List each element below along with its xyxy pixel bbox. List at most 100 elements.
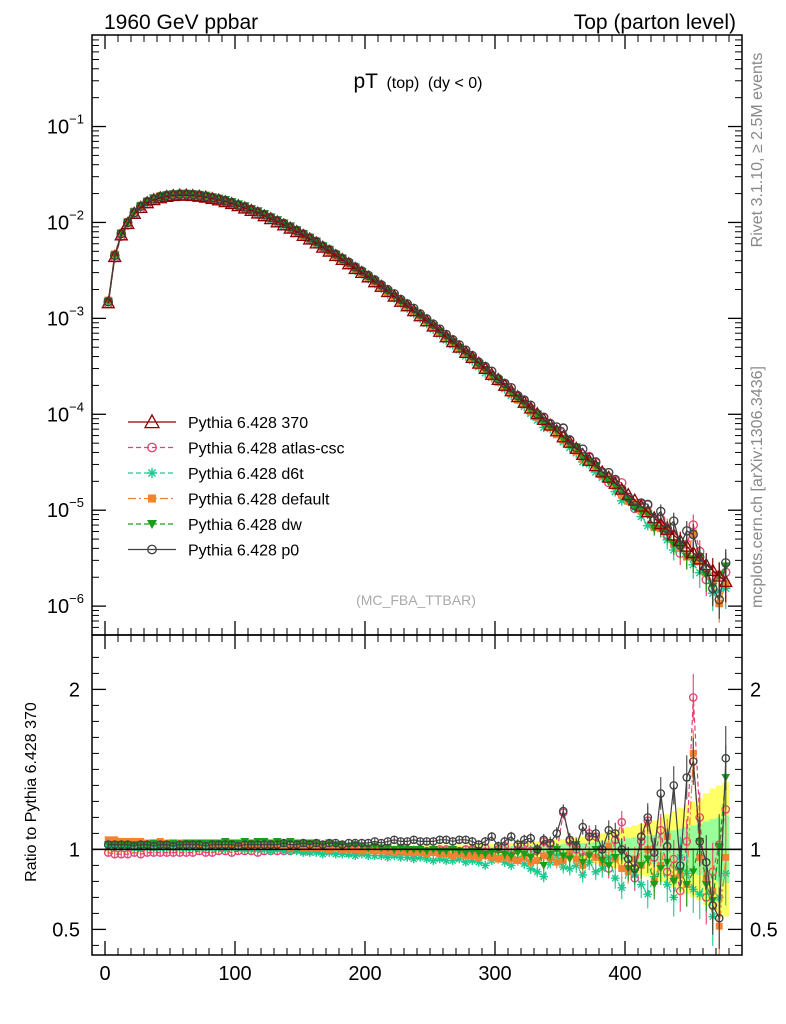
main-point-p0 xyxy=(571,442,581,453)
ratio-point-p0 xyxy=(181,840,191,849)
ratio-point-p0 xyxy=(240,840,250,849)
main-point-p0 xyxy=(584,452,594,462)
ratio-point-dw xyxy=(610,853,620,862)
main-point-p0 xyxy=(565,435,575,445)
legend-marker xyxy=(147,442,157,453)
main-point-p0 xyxy=(344,257,354,267)
ratio-point-default xyxy=(553,858,561,866)
ratio-point-p0 xyxy=(415,837,425,846)
legend-label: Pythia 6.428 dw xyxy=(188,517,302,534)
star-stroke xyxy=(533,868,541,876)
main-point-p0 xyxy=(597,467,607,477)
ratio-point-dw xyxy=(643,855,653,864)
main-point-p0 xyxy=(168,190,178,200)
main-point-p0 xyxy=(175,189,185,199)
ratio-point-default xyxy=(533,857,541,865)
main-point-p0 xyxy=(623,492,633,503)
main-point-p0 xyxy=(474,357,484,367)
main-ticks: 10−110−210−310−410−510−6 xyxy=(47,34,743,636)
ratio-point-default xyxy=(111,836,119,844)
main-point-370 xyxy=(536,412,551,426)
ratio-point-default xyxy=(488,853,496,861)
x-tick-label: 100 xyxy=(218,963,251,985)
ratio-point-p0 xyxy=(682,773,692,782)
star-stroke xyxy=(384,853,392,861)
ratio-point-d6t xyxy=(617,883,627,893)
ratio-point-dw xyxy=(513,849,523,857)
main-point-370 xyxy=(575,447,590,461)
main-point-370 xyxy=(140,195,155,209)
ratio-point-d6t xyxy=(636,880,646,889)
header-right: Top (parton level) xyxy=(574,11,736,34)
ratio-point-default xyxy=(449,852,457,860)
main-title-subscript: (top) xyxy=(386,75,419,92)
main-point-p0 xyxy=(155,192,165,202)
main-point-370 xyxy=(133,200,148,213)
ratio-point-dw xyxy=(506,852,516,861)
ratio-point-p0 xyxy=(259,840,269,849)
star-stroke xyxy=(566,865,574,873)
main-point-p0 xyxy=(539,412,549,422)
ratio-point-default xyxy=(299,844,307,852)
star-stroke xyxy=(618,884,626,892)
main-point-p0 xyxy=(181,189,191,199)
ratio-point-p0 xyxy=(480,837,490,846)
main-title-quantity: pT xyxy=(353,70,378,93)
main-point-p0 xyxy=(422,314,432,324)
ratio-point-p0 xyxy=(558,806,568,816)
y-tick-label: 10−6 xyxy=(47,591,84,618)
ratio-point-atlas_csc xyxy=(688,693,698,702)
ratio-point-d6t xyxy=(532,867,542,877)
main-point-p0 xyxy=(233,200,243,210)
main-point-370 xyxy=(322,243,337,257)
ratio-point-d6t xyxy=(383,853,393,862)
main-point-p0 xyxy=(331,249,341,259)
x-tick-label: 0 xyxy=(99,963,110,985)
y-tick-exponent: −5 xyxy=(69,495,84,510)
ratio-point-dw xyxy=(669,877,679,886)
ratio-point-d6t xyxy=(662,880,672,889)
main-point-p0 xyxy=(519,395,529,405)
main-point-370 xyxy=(426,318,441,332)
main-point-p0 xyxy=(201,191,211,202)
main-point-p0 xyxy=(617,484,627,495)
ratio-point-p0 xyxy=(552,829,562,838)
ratio-point-p0 xyxy=(110,840,120,849)
ratio-point-p0 xyxy=(103,840,113,849)
ratio-point-dw xyxy=(656,865,666,873)
legend: Pythia 6.428 370 Pythia 6.428 atlas-csc Py… xyxy=(128,413,345,560)
y-tick-base: 10 xyxy=(47,212,69,234)
ratio-point-dw xyxy=(500,850,510,859)
main-point-p0 xyxy=(389,289,399,299)
main-point-p0 xyxy=(435,324,445,334)
main-point-370 xyxy=(309,235,324,249)
legend-label: Pythia 6.428 d6t xyxy=(188,466,304,483)
main-point-370 xyxy=(445,334,460,348)
ratio-point-default xyxy=(104,836,112,844)
main-point-p0 xyxy=(324,244,334,255)
ratio-y-tick-label-right: 2 xyxy=(750,679,761,701)
main-point-p0 xyxy=(526,400,536,411)
main-point-p0 xyxy=(116,229,126,239)
y-tick-base: 10 xyxy=(47,117,69,139)
main-point-370 xyxy=(510,389,525,403)
ratio-point-default xyxy=(468,852,476,860)
main-point-p0 xyxy=(188,189,198,200)
star-stroke xyxy=(553,852,561,860)
main-point-p0 xyxy=(578,444,588,454)
ratio-point-d6t xyxy=(506,861,516,870)
star-stroke xyxy=(637,881,645,889)
main-point-370 xyxy=(374,279,389,292)
main-point-370 xyxy=(471,355,486,369)
ratio-point-default xyxy=(371,847,379,855)
y-tick-exponent: −1 xyxy=(69,112,84,127)
legend-entry-370: Pythia 6.428 370 xyxy=(128,413,308,432)
main-point-370 xyxy=(101,295,116,309)
main-point-p0 xyxy=(513,390,523,401)
ratio-point-dw xyxy=(682,881,692,889)
star-stroke xyxy=(147,468,157,478)
main-point-370 xyxy=(556,429,571,443)
main-point-dw xyxy=(642,510,653,520)
ratio-point-dw xyxy=(649,881,659,889)
